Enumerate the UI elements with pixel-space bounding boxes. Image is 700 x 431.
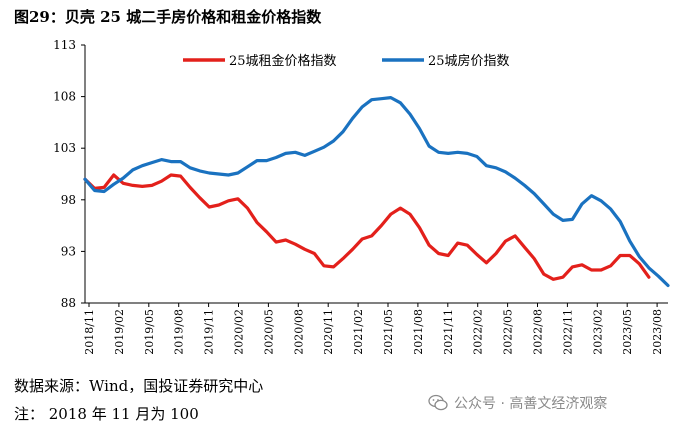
figure-title: 图29：贝壳 25 城二手房价格和租金价格指数 (14, 8, 322, 26)
x-tick-label: 2020/05 (262, 309, 275, 355)
x-tick-label: 2019/08 (173, 309, 186, 355)
y-tick-label: 98 (61, 193, 76, 207)
x-tick-label: 2022/08 (532, 309, 545, 355)
x-tick-label: 2020/08 (292, 309, 305, 355)
y-tick-label: 93 (61, 244, 76, 258)
x-tick-label: 2021/05 (382, 309, 395, 355)
x-tick-label: 2021/02 (352, 309, 365, 355)
base-period-note: 注： 2018 年 11 月为 100 (14, 405, 199, 423)
y-tick-label: 103 (53, 141, 76, 155)
x-tick-label: 2019/11 (203, 309, 216, 355)
x-tick-label: 2019/05 (143, 309, 156, 355)
x-tick-label: 2023/08 (651, 309, 664, 355)
chart-legend: 25城租金价格指数 25城房价指数 (183, 53, 510, 69)
rent-index-line (83, 173, 651, 281)
wechat-icon (428, 394, 448, 411)
x-tick-label: 2023/02 (591, 309, 604, 355)
y-tick-label: 113 (53, 38, 76, 52)
series-lines (83, 95, 670, 288)
y-tick-label: 108 (53, 90, 76, 104)
chart-axes (84, 45, 668, 304)
y-axis-ticks: 88 93 98 103 108 113 (53, 38, 85, 310)
watermark-text: 公众号 · 高善文经济观察 (454, 396, 608, 412)
x-tick-label: 2022/05 (502, 309, 515, 355)
x-tick-label: 2021/11 (442, 309, 455, 355)
x-axis-ticks: 2018/11 2019/02 2019/05 2019/08 2019/11 2020/… (83, 303, 664, 355)
x-tick-label: 2018/11 (83, 309, 96, 355)
x-tick-label: 2020/02 (233, 309, 246, 355)
x-tick-label: 2023/05 (621, 309, 634, 355)
x-tick-label: 2022/02 (472, 309, 485, 355)
legend-label: 25城房价指数 (428, 53, 510, 69)
house-price-index-line (83, 95, 670, 288)
x-tick-label: 2019/02 (113, 309, 126, 355)
data-source-note: 数据来源：Wind，国投证券研究中心 (14, 377, 264, 395)
y-tick-label: 88 (61, 296, 76, 310)
watermark: 公众号 · 高善文经济观察 (428, 393, 607, 413)
x-tick-label: 2020/11 (322, 309, 335, 355)
x-tick-label: 2021/08 (412, 309, 425, 355)
x-tick-label: 2022/11 (561, 309, 574, 355)
legend-label: 25城租金价格指数 (229, 53, 337, 69)
